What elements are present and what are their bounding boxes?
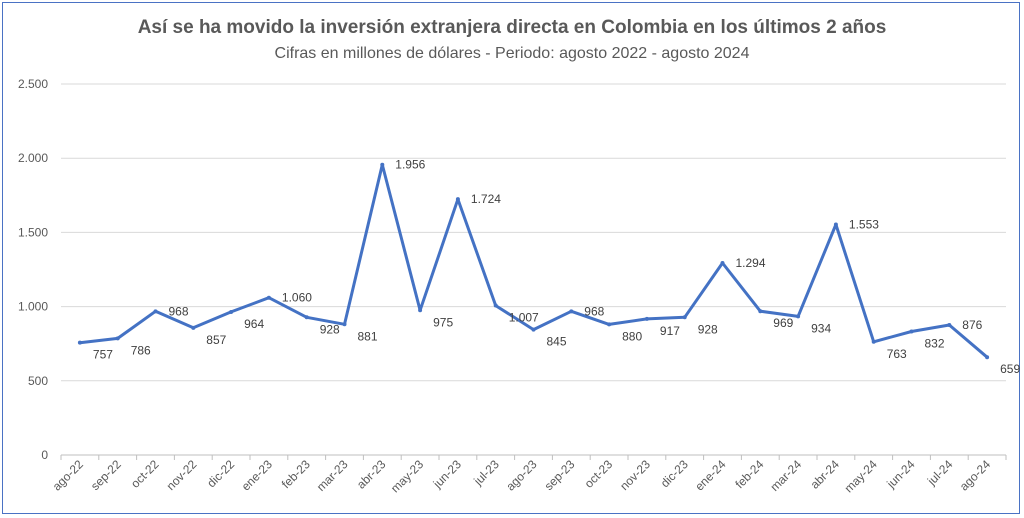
data-label: 1.060 — [282, 291, 312, 305]
y-tick-label: 2.500 — [18, 77, 48, 91]
x-tick-label: may-23 — [388, 457, 426, 495]
data-point — [531, 327, 536, 332]
x-tick-label: jul-23 — [470, 457, 502, 489]
data-label: 917 — [660, 324, 680, 338]
data-point — [342, 322, 347, 327]
data-label: 876 — [962, 318, 982, 332]
x-tick-label: sep-23 — [542, 457, 578, 493]
chart-title: Así se ha movido la inversión extranjera… — [137, 17, 887, 38]
data-point — [682, 315, 687, 320]
data-point — [266, 295, 271, 300]
y-tick-label: 1.500 — [18, 225, 48, 239]
x-tick-label: abr-23 — [354, 457, 389, 492]
data-point — [644, 316, 649, 321]
x-tick-label: jun-24 — [883, 457, 917, 491]
data-label: 1.724 — [471, 192, 501, 206]
data-point — [909, 329, 914, 334]
gridlines — [61, 83, 1006, 382]
x-tick-label: feb-24 — [732, 457, 766, 491]
data-labels: 757 786 968 857 964 1.060 928 881 1.956 975 1.724 1… — [93, 158, 1021, 376]
data-point — [304, 315, 309, 320]
x-tick-label: dic-23 — [658, 457, 691, 490]
x-tick-label: ago-23 — [503, 457, 540, 494]
data-point — [871, 339, 876, 344]
data-label: 968 — [169, 304, 189, 318]
data-label: 969 — [773, 316, 793, 330]
data-point — [947, 323, 952, 328]
x-tick-label: dic-22 — [204, 457, 237, 490]
x-tick-label: mar-24 — [767, 457, 804, 494]
data-label: 1.956 — [395, 158, 425, 172]
data-point — [796, 314, 801, 319]
data-label: 659 — [1000, 362, 1020, 376]
y-tick-label: 500 — [28, 374, 48, 388]
x-tick-label: mar-23 — [314, 457, 351, 494]
data-point — [77, 340, 82, 345]
x-tick-label: oct-23 — [582, 457, 616, 491]
data-label: 757 — [93, 348, 113, 362]
data-label: 786 — [131, 343, 151, 357]
x-tick-label: ene-23 — [239, 457, 276, 494]
data-label: 968 — [584, 304, 604, 318]
data-point — [153, 309, 158, 314]
y-tick-label: 0 — [41, 448, 48, 462]
data-label: 763 — [887, 347, 907, 361]
data-point — [569, 309, 574, 314]
x-tick-label: jun-23 — [430, 457, 464, 491]
data-label: 881 — [358, 329, 378, 343]
data-point — [191, 325, 196, 330]
data-point — [229, 309, 234, 314]
x-tick-label: ago-24 — [957, 457, 994, 494]
data-label: 857 — [206, 333, 226, 347]
x-tick-label: may-24 — [842, 457, 880, 495]
chart-subtitle: Cifras en millones de dólares - Periodo:… — [274, 45, 750, 62]
x-tick-label: oct-22 — [128, 457, 162, 491]
x-tick-label: ago-22 — [50, 457, 87, 494]
data-label: 832 — [925, 337, 945, 351]
data-point — [720, 260, 725, 265]
data-point — [418, 308, 423, 313]
data-point — [115, 336, 120, 341]
data-label: 928 — [320, 322, 340, 336]
data-label: 1.294 — [736, 256, 766, 270]
data-label: 1.553 — [849, 218, 879, 232]
data-label: 964 — [244, 317, 264, 331]
x-tick-label: nov-22 — [164, 457, 200, 493]
data-point — [833, 222, 838, 227]
x-tick-label: feb-23 — [279, 457, 313, 491]
x-tick-label: nov-23 — [617, 457, 653, 493]
data-point — [455, 197, 460, 202]
data-label: 928 — [698, 322, 718, 336]
data-label: 934 — [811, 321, 831, 335]
y-tick-label: 2.000 — [18, 151, 48, 165]
x-tick-label: ene-24 — [692, 457, 729, 494]
data-label: 880 — [622, 329, 642, 343]
data-point — [985, 355, 990, 360]
y-tick-label: 1.000 — [18, 300, 48, 314]
x-tick-label: sep-22 — [88, 457, 124, 493]
x-tick-label: jul-24 — [924, 457, 956, 489]
data-point — [758, 309, 763, 314]
data-point — [607, 322, 612, 327]
x-tick-label: abr-24 — [808, 457, 843, 492]
data-label: 1.007 — [509, 311, 539, 325]
data-label: 845 — [547, 335, 567, 349]
data-point — [493, 303, 498, 308]
series-line — [77, 162, 990, 360]
data-point — [380, 162, 385, 167]
data-label: 975 — [433, 315, 453, 329]
